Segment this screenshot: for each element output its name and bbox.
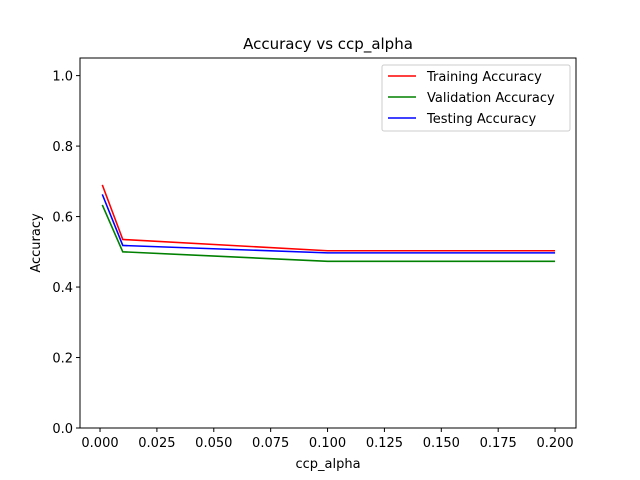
series-line-3: [101, 194, 556, 254]
legend-label: Training Accuracy: [426, 70, 542, 85]
y-tick-label: 0.0: [52, 422, 73, 437]
y-tick-label: 0.2: [52, 352, 73, 367]
legend-label: Validation Accuracy: [427, 91, 555, 106]
y-axis-label: Accuracy: [29, 213, 44, 273]
x-tick-label: 0.150: [423, 436, 460, 451]
x-tick-label: 0.075: [252, 436, 289, 451]
x-tick-label: 0.000: [81, 436, 118, 451]
x-tick-label: 0.200: [536, 436, 573, 451]
series-lines: [101, 184, 556, 263]
legend-label: Testing Accuracy: [426, 112, 536, 127]
series-line-2: [101, 204, 556, 263]
chart-title: Accuracy vs ccp_alpha: [243, 35, 413, 54]
x-tick-label: 0.050: [195, 436, 232, 451]
x-tick-label: 0.100: [309, 436, 346, 451]
x-tick-label: 0.125: [366, 436, 403, 451]
y-tick-label: 0.8: [52, 140, 73, 155]
y-axis: 0.0 0.2 0.4 0.6 0.8 1.0: [52, 70, 80, 437]
x-tick-label: 0.025: [138, 436, 175, 451]
series-line-1: [101, 184, 556, 252]
y-tick-label: 0.6: [52, 211, 73, 226]
y-tick-label: 0.4: [52, 281, 73, 296]
legend: Training Accuracy Validation Accuracy Test…: [381, 64, 571, 132]
x-axis: 0.000 0.025 0.050 0.075 0.100 0.125 0.150 0.175…: [81, 428, 574, 451]
x-tick-label: 0.175: [480, 436, 517, 451]
legend-box: [381, 64, 571, 132]
x-axis-label: ccp_alpha: [295, 457, 360, 472]
y-tick-label: 1.0: [52, 70, 73, 85]
